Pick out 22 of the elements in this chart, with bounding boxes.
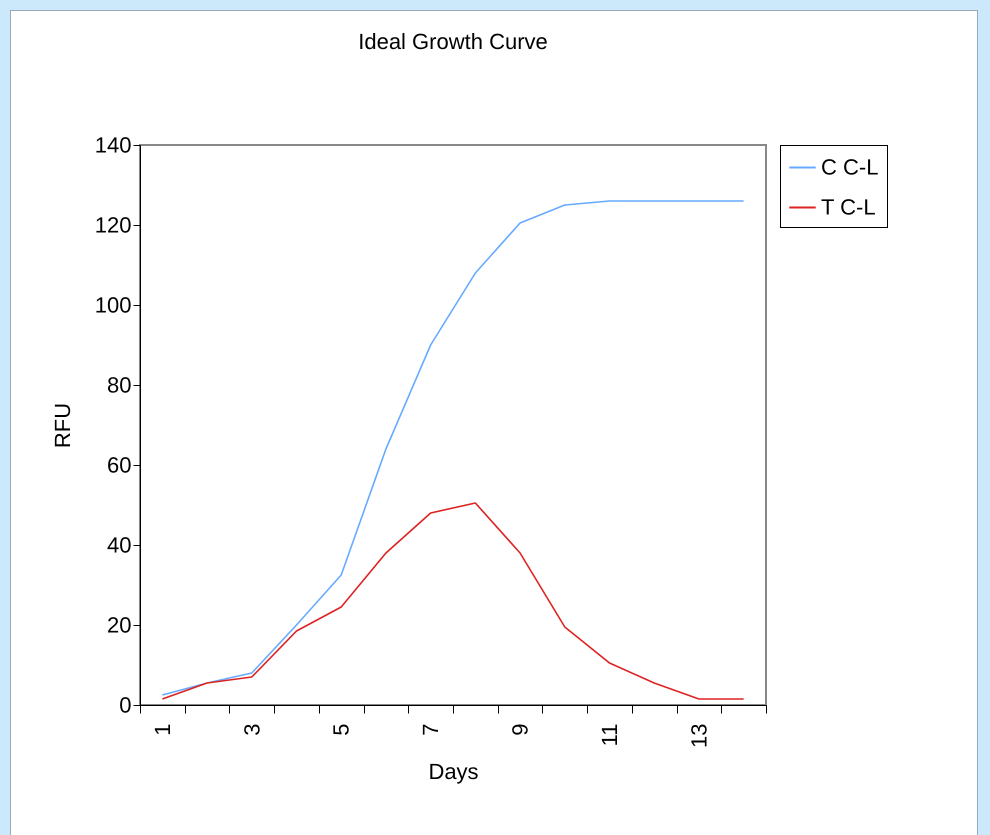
y-tick-label: 60: [107, 452, 132, 478]
x-tick-label: 5: [328, 724, 354, 736]
y-axis-title: RFU: [50, 402, 75, 448]
x-tick-label: 1: [150, 724, 175, 736]
chart-title: Ideal Growth Curve: [358, 29, 548, 54]
x-tick-label: 11: [597, 724, 622, 746]
x-axis-title: Days: [428, 758, 479, 784]
line-series: [162, 200, 744, 696]
y-tick-label: 100: [94, 292, 132, 318]
y-tick-label: 40: [107, 532, 132, 558]
y-tick-label: 80: [107, 372, 132, 398]
y-tick-label: 140: [94, 132, 132, 158]
line-series: [162, 502, 744, 700]
y-tick-label: 0: [119, 692, 132, 718]
legend-label: C C-L: [821, 154, 878, 180]
x-tick-label: 3: [239, 724, 264, 736]
x-tick-label: 9: [508, 724, 533, 736]
x-tick-label: 13: [686, 724, 712, 748]
legend-label: T C-L: [821, 194, 876, 220]
y-tick-label: 20: [107, 612, 132, 638]
x-tick-label: 7: [418, 724, 444, 736]
y-tick-label: 120: [94, 212, 132, 238]
